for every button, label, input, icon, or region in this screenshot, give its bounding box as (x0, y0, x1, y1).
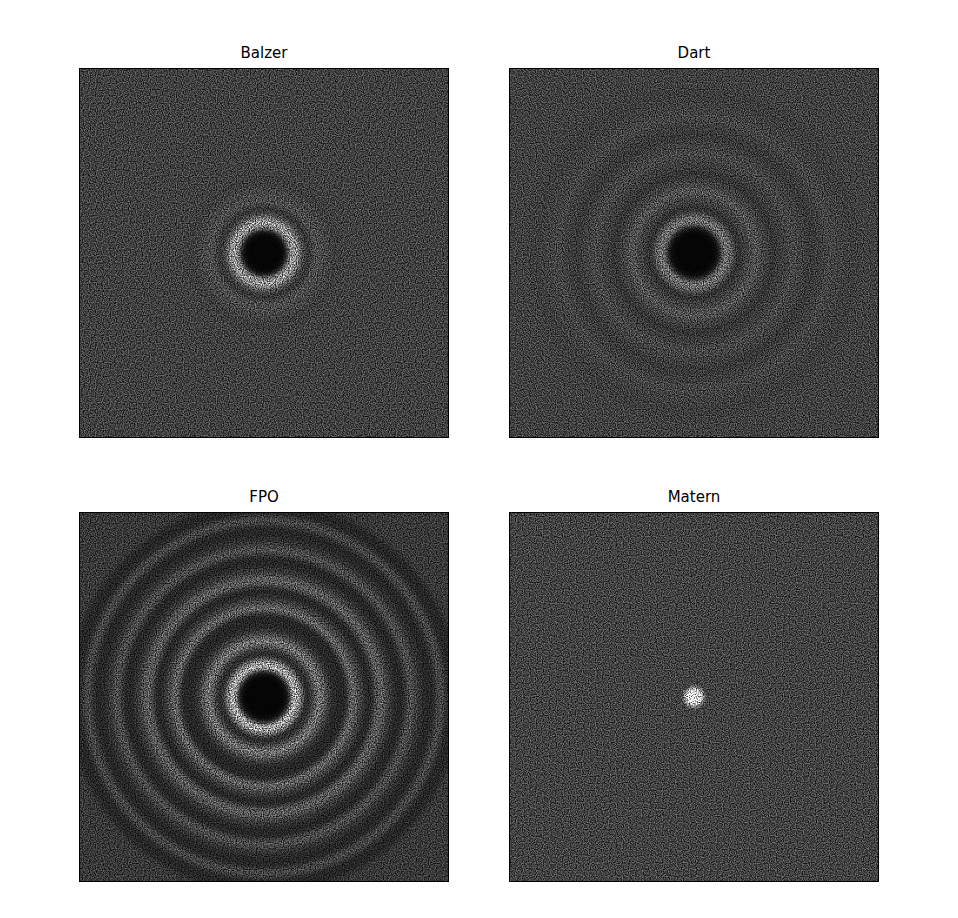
radial-band (135, 568, 394, 827)
radial-band (212, 645, 316, 749)
radial-band (581, 140, 807, 366)
image-content (509, 68, 879, 438)
radial-band (229, 218, 299, 288)
radial-band (79, 512, 449, 882)
panel-image (509, 68, 879, 438)
panel-title: Matern (668, 488, 721, 506)
panel-frame (510, 513, 879, 882)
radial-band (637, 196, 752, 311)
radial-band (611, 170, 778, 337)
radial-band (105, 538, 423, 856)
radial-band (205, 638, 323, 756)
radial-band (627, 186, 760, 319)
panel-title: FPO (249, 488, 278, 506)
radial-band (686, 689, 703, 706)
radial-band (590, 149, 797, 356)
panel-image (509, 512, 879, 882)
panel-title: Dart (678, 44, 711, 62)
radial-band (153, 142, 375, 364)
radial-band (172, 605, 357, 790)
radial-band (659, 218, 729, 288)
radial-band (153, 586, 375, 808)
radial-band (186, 175, 341, 330)
radial-band (240, 229, 288, 277)
radial-band (509, 512, 879, 882)
radial-band (685, 688, 704, 707)
radial-band (112, 545, 415, 848)
radial-band (672, 231, 716, 275)
radial-band (83, 516, 446, 879)
radial-band (92, 525, 436, 869)
radial-band (216, 205, 312, 301)
panel-frame (80, 69, 449, 438)
radial-band (681, 684, 707, 710)
image-content (509, 512, 879, 882)
radial-band (563, 122, 826, 385)
image-content (79, 68, 449, 438)
radial-band (122, 555, 407, 840)
radial-band (179, 612, 349, 782)
radial-band (618, 177, 770, 329)
radial-band (236, 669, 292, 725)
figure: Balzer Dart FPO Matern (0, 0, 958, 918)
radial-band (207, 196, 322, 311)
radial-band (197, 186, 330, 319)
radial-band (223, 212, 304, 293)
radial-band (246, 235, 283, 272)
radial-band (553, 112, 834, 393)
radial-band (218, 651, 311, 744)
radial-band (79, 68, 449, 438)
radial-band (79, 512, 449, 882)
radial-band (199, 632, 329, 762)
radial-band (164, 597, 364, 797)
panel-image (79, 512, 449, 882)
radial-band (666, 225, 722, 281)
panel-frame (80, 513, 449, 882)
radial-band (142, 575, 386, 819)
radial-band (509, 68, 879, 438)
radial-band (572, 131, 816, 375)
image-content (79, 512, 449, 882)
radial-band (234, 223, 293, 282)
radial-band (225, 658, 303, 736)
panel-title: Balzer (241, 44, 289, 62)
panel-frame (510, 69, 879, 438)
panel-image (79, 68, 449, 438)
radial-band (653, 212, 734, 293)
radial-band (676, 679, 713, 716)
radial-band (528, 87, 861, 420)
radial-band (242, 675, 286, 719)
radial-band (646, 205, 742, 301)
radial-band (231, 664, 298, 731)
radial-band (600, 159, 789, 348)
radial-band (542, 101, 845, 404)
radial-band (194, 627, 335, 768)
